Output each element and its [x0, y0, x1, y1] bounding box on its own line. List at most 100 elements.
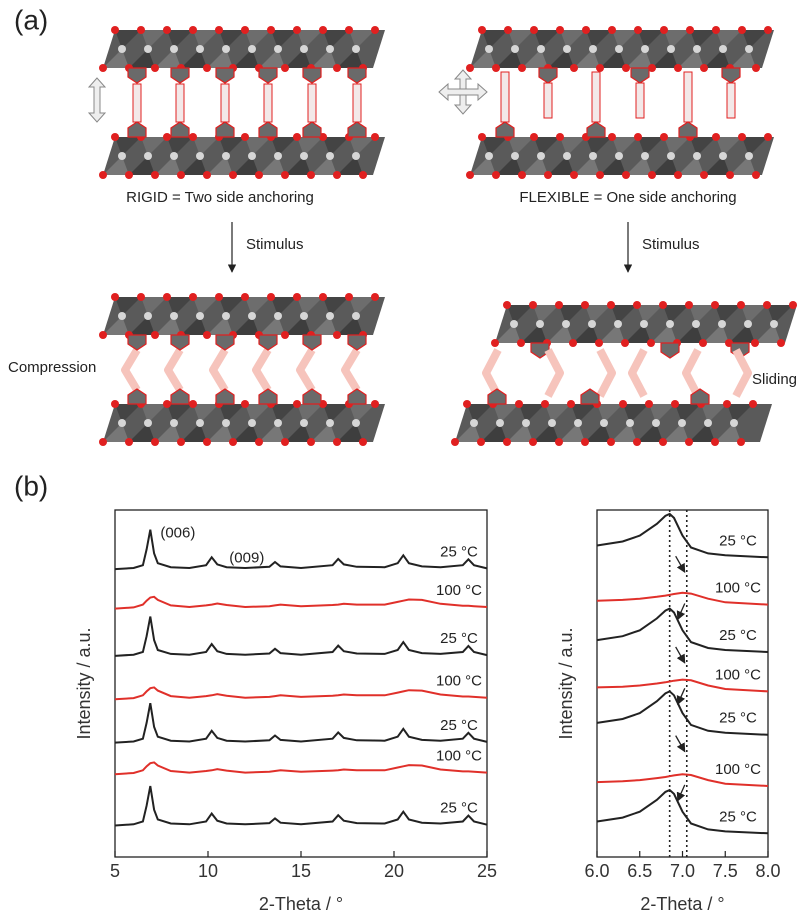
octahedron	[297, 404, 323, 423]
anchor	[258, 334, 278, 351]
octahedron	[704, 49, 730, 68]
bent-pillar	[164, 347, 184, 393]
double-arrow	[87, 77, 107, 123]
oxygen	[151, 438, 159, 446]
oxygen	[738, 133, 746, 141]
oxygen	[607, 438, 615, 446]
octahedron	[625, 324, 651, 343]
atom	[248, 152, 256, 160]
atom	[693, 152, 701, 160]
oxygen	[491, 339, 499, 347]
oxygen	[529, 301, 537, 309]
anchor	[660, 342, 680, 359]
oxygen	[659, 301, 667, 309]
oxygen	[151, 64, 159, 72]
x-tick-label: 7.0	[670, 861, 695, 881]
oxygen	[700, 64, 708, 72]
oxygen	[738, 26, 746, 34]
octahedron	[323, 404, 349, 423]
octahedron	[597, 404, 623, 423]
atom	[640, 320, 648, 328]
atom	[510, 320, 518, 328]
octahedron	[678, 156, 704, 175]
oxygen	[671, 400, 679, 408]
oxygen	[503, 438, 511, 446]
octahedron	[522, 49, 548, 68]
octahedron	[470, 156, 496, 175]
octahedron	[533, 305, 559, 324]
anchor	[495, 121, 515, 138]
plot-frame	[596, 509, 769, 858]
atom	[718, 320, 726, 328]
sliding-label: Sliding	[752, 371, 797, 388]
pillar	[307, 83, 317, 123]
oxygen	[255, 438, 263, 446]
oxygen	[674, 171, 682, 179]
octahedron	[508, 137, 534, 156]
octahedron	[548, 49, 574, 68]
oxygen	[99, 64, 107, 72]
oxygen	[492, 64, 500, 72]
shift-arrow	[675, 555, 686, 574]
octahedron	[755, 324, 781, 343]
octahedron	[519, 404, 545, 423]
atom	[300, 419, 308, 427]
anchor	[258, 67, 278, 84]
oxygen	[371, 400, 379, 408]
octahedron	[271, 404, 297, 423]
octahedron	[349, 404, 375, 423]
octahedron	[678, 49, 704, 68]
trace-label: 25 °C	[440, 717, 478, 734]
octahedron	[349, 297, 375, 316]
octahedron	[730, 156, 756, 175]
octahedron	[311, 156, 337, 175]
oxygen	[622, 171, 630, 179]
oxygen	[608, 133, 616, 141]
atom	[485, 152, 493, 160]
oxygen	[151, 331, 159, 339]
octahedron	[103, 316, 129, 335]
bent-pillar	[209, 347, 229, 393]
oxygen	[699, 339, 707, 347]
oxygen	[333, 438, 341, 446]
trace-label: 25 °C	[719, 710, 757, 727]
oxygen	[203, 438, 211, 446]
oxygen	[595, 339, 603, 347]
octahedron	[690, 137, 716, 156]
octahedron	[521, 324, 547, 343]
oxygen	[189, 293, 197, 301]
anchor	[347, 334, 367, 351]
oxygen	[466, 171, 474, 179]
atom	[248, 312, 256, 320]
trace	[596, 591, 769, 606]
octahedron	[233, 156, 259, 175]
oxygen	[255, 171, 263, 179]
atom	[563, 152, 571, 160]
trace-label: 25 °C	[440, 543, 478, 560]
oxygen	[293, 133, 301, 141]
octahedron	[652, 49, 678, 68]
anchor	[302, 334, 322, 351]
octahedron	[585, 305, 611, 324]
octahedron	[271, 137, 297, 156]
oxygen	[345, 26, 353, 34]
trace-label: 25 °C	[719, 532, 757, 549]
oxygen	[556, 26, 564, 34]
oxygen	[555, 301, 563, 309]
oxygen	[267, 26, 275, 34]
anchor	[258, 388, 278, 405]
atom	[678, 419, 686, 427]
octahedron	[103, 156, 129, 175]
oxygen	[281, 64, 289, 72]
octahedron	[297, 137, 323, 156]
trace	[596, 607, 769, 653]
octahedron	[311, 316, 337, 335]
oxygen	[125, 438, 133, 446]
oxygen	[111, 293, 119, 301]
oxygen	[685, 438, 693, 446]
octahedron	[311, 49, 337, 68]
peak-label: (009)	[229, 549, 264, 566]
octahedron	[245, 404, 271, 423]
octahedron	[664, 30, 690, 49]
